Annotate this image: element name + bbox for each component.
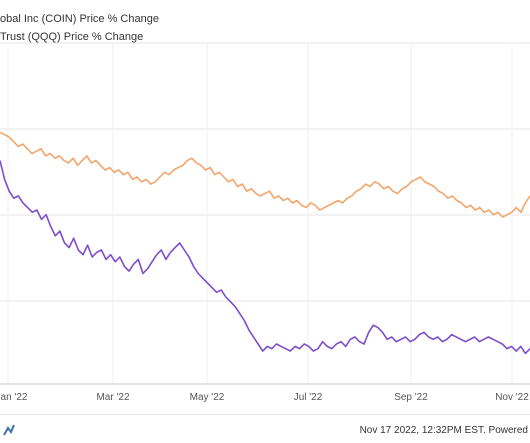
legend-item-coin: obal Inc (COIN) Price % Change: [0, 13, 159, 25]
x-tick-label: Nov '22: [495, 392, 529, 403]
series-line-qqq: [0, 131, 530, 218]
line-chart: an '22 Mar '22 May '22 Jul '22 Sep '22 Nov '2…: [0, 42, 530, 403]
x-tick-label: Jul '22: [294, 392, 323, 403]
x-tick-label: an '22: [1, 392, 28, 403]
x-tick-label: May '22: [190, 392, 225, 403]
chart-legend: obal Inc (COIN) Price % Change Trust (QQ…: [0, 10, 159, 46]
chart-footer: Nov 17 2022, 12:32PM EST. Powered: [0, 414, 530, 443]
x-tick-label: Mar '22: [96, 392, 129, 403]
ycharts-logo-icon: [3, 424, 15, 436]
legend-item-qqq: Trust (QQQ) Price % Change: [0, 31, 144, 43]
footer-timestamp: Nov 17 2022, 12:32PM EST. Powered: [359, 425, 528, 436]
x-tick-label: Sep '22: [394, 392, 428, 403]
series-line-coin: [0, 160, 530, 355]
